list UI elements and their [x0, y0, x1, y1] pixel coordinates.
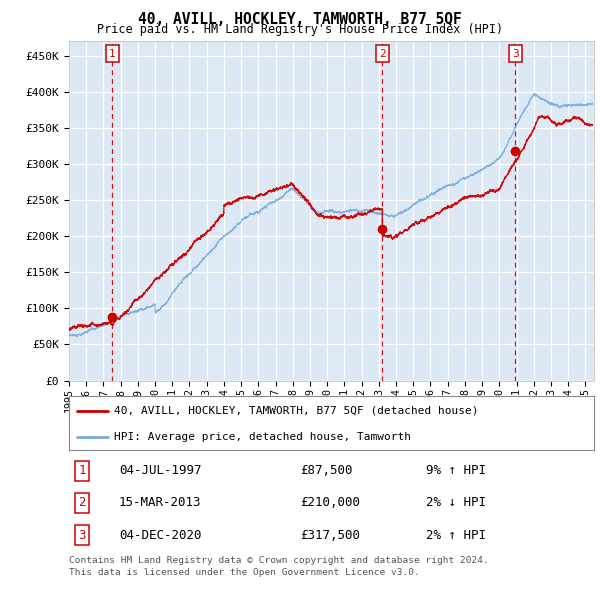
Text: Price paid vs. HM Land Registry's House Price Index (HPI): Price paid vs. HM Land Registry's House … [97, 23, 503, 36]
Text: Contains HM Land Registry data © Crown copyright and database right 2024.: Contains HM Land Registry data © Crown c… [69, 556, 489, 565]
Text: £87,500: £87,500 [300, 464, 353, 477]
Text: 9% ↑ HPI: 9% ↑ HPI [426, 464, 486, 477]
Text: 1: 1 [79, 464, 86, 477]
Text: 04-DEC-2020: 04-DEC-2020 [119, 529, 202, 542]
Text: 15-MAR-2013: 15-MAR-2013 [119, 496, 202, 510]
Text: 3: 3 [512, 48, 518, 58]
Text: This data is licensed under the Open Government Licence v3.0.: This data is licensed under the Open Gov… [69, 568, 420, 576]
Text: 3: 3 [79, 529, 86, 542]
Text: HPI: Average price, detached house, Tamworth: HPI: Average price, detached house, Tamw… [113, 432, 410, 441]
Text: 2% ↓ HPI: 2% ↓ HPI [426, 496, 486, 510]
Text: £210,000: £210,000 [300, 496, 360, 510]
Text: 40, AVILL, HOCKLEY, TAMWORTH, B77 5QF (detached house): 40, AVILL, HOCKLEY, TAMWORTH, B77 5QF (d… [113, 405, 478, 415]
Text: 04-JUL-1997: 04-JUL-1997 [119, 464, 202, 477]
Text: £317,500: £317,500 [300, 529, 360, 542]
Text: 2: 2 [79, 496, 86, 510]
Text: 40, AVILL, HOCKLEY, TAMWORTH, B77 5QF: 40, AVILL, HOCKLEY, TAMWORTH, B77 5QF [138, 12, 462, 27]
Text: 1: 1 [109, 48, 116, 58]
Text: 2% ↑ HPI: 2% ↑ HPI [426, 529, 486, 542]
Text: 2: 2 [379, 48, 386, 58]
